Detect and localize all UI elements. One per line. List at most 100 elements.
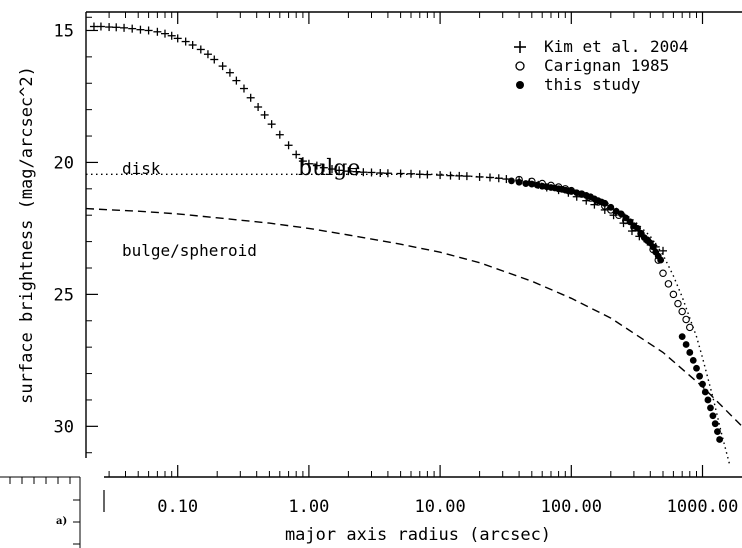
this-study-point [686, 349, 694, 356]
kim-2004-point [485, 173, 494, 182]
kim-2004-point [260, 110, 269, 119]
x-axis-label: major axis radius (arcsec) [285, 525, 551, 545]
kim-2004-point [352, 167, 361, 176]
this-study-point [657, 256, 665, 264]
this-study-point [682, 341, 690, 348]
this-study-point [693, 364, 700, 372]
kim-2004-point [298, 157, 307, 166]
bulge-overlay-annotation: bulge [298, 156, 360, 181]
bulge-spheroid-model-line [85, 207, 742, 427]
kim-2004-point [96, 22, 105, 31]
this-study-point [508, 177, 515, 185]
this-study-point [689, 356, 697, 364]
y-axis-label: surface brightness (mag/arcsec^2) [17, 66, 37, 404]
x-tick-label: 1000.00 [667, 497, 739, 517]
kim-2004-point [367, 168, 376, 177]
x-axis-ticks: 0.10 1.00 10.00 100.00 1000.00 [103, 12, 739, 517]
carignan-1985-point [669, 290, 678, 299]
carignan-1985-point [674, 299, 682, 308]
kim-2004-point [167, 31, 176, 40]
carignan-1985-point [659, 269, 667, 278]
this-study-point [716, 436, 724, 443]
carignan-1985-point [682, 315, 690, 324]
x-tick-label: 100.00 [541, 497, 602, 517]
model-lines [85, 173, 742, 464]
kim-2004-point [462, 172, 471, 181]
this-study-point [522, 180, 530, 187]
kim-2004-point [89, 22, 98, 31]
kim-2004-point [239, 84, 248, 93]
kim-2004-point [246, 93, 255, 102]
this-study-point [709, 412, 717, 420]
y-tick-label: 25 [54, 285, 74, 305]
kim-2004-point [396, 169, 405, 178]
kim-2004-point [436, 171, 445, 180]
this-study-point [696, 372, 703, 380]
kim-2004-point [210, 55, 219, 64]
kim-2004-point [225, 68, 234, 77]
kim-2004-point [406, 169, 415, 178]
kim-2004-point [359, 168, 368, 177]
this-study-point [704, 396, 712, 404]
kim-2004-point [423, 170, 432, 179]
x-tick-label: 10.00 [415, 497, 466, 517]
kim-2004-point [173, 34, 182, 43]
legend-marker-open-circle [515, 61, 525, 71]
carignan-1985-point [686, 323, 694, 332]
kim-2004-point [218, 62, 227, 71]
kim-2004-point [120, 23, 129, 32]
this-study-point [711, 420, 719, 428]
kim-2004-point [136, 25, 145, 34]
legend-label-kim: Kim et al. 2004 [544, 37, 689, 56]
kim-2004-point [105, 23, 114, 32]
kim-2004-point [112, 23, 121, 32]
kim-2004-point [344, 167, 353, 176]
kim-2004-point [196, 45, 205, 54]
this-study-point [701, 388, 709, 396]
kim-2004-point [284, 141, 293, 150]
this-study-point [634, 225, 641, 232]
disk-annotation: disk [122, 159, 161, 178]
kim-2004-point [128, 24, 137, 33]
this-study-point [515, 178, 523, 186]
kim-2004-point [415, 170, 424, 179]
kim-2004-point [455, 171, 464, 180]
kim-2004-point [494, 174, 503, 183]
kim-2004-point [292, 150, 301, 159]
kim-2004-point [475, 172, 484, 181]
legend-label-this-study: this study [544, 75, 641, 94]
this-study-point [707, 404, 714, 412]
this-study-point [567, 188, 575, 195]
kim-2004-point [160, 29, 169, 38]
this-study-point [528, 180, 536, 188]
carignan-1985-point [664, 280, 673, 288]
kim-2004-point [153, 27, 162, 36]
kim-2004-point [181, 37, 190, 46]
y-axis-ticks: 15 20 25 30 [54, 16, 98, 454]
y-tick-label: 30 [54, 417, 74, 437]
kim-2004-point [312, 161, 321, 170]
legend-marker-plus [514, 41, 526, 53]
this-study-point [607, 203, 615, 211]
carignan-1985-point [678, 307, 686, 316]
inset-panel: a) [0, 476, 81, 548]
y-tick-label: 15 [54, 21, 74, 41]
kim-2004-point [275, 130, 284, 139]
this-study-point [699, 380, 706, 388]
kim-2004-point [376, 168, 385, 177]
kim-2004-point [319, 163, 328, 172]
inset-label: a) [56, 516, 67, 527]
legend-marker-filled-circle [516, 81, 524, 89]
axes-frame [85, 11, 742, 478]
kim-2004-point [232, 76, 241, 85]
kim-2004-point [383, 169, 392, 178]
y-tick-label: 20 [54, 153, 74, 173]
kim-2004-point [267, 120, 276, 129]
kim-2004-point [304, 159, 313, 168]
x-tick-label: 1.00 [288, 497, 329, 517]
kim-2004-point [446, 171, 455, 180]
disk-model-line [86, 173, 730, 464]
x-tick-label: 0.10 [157, 497, 198, 517]
kim-2004-point [188, 40, 197, 49]
